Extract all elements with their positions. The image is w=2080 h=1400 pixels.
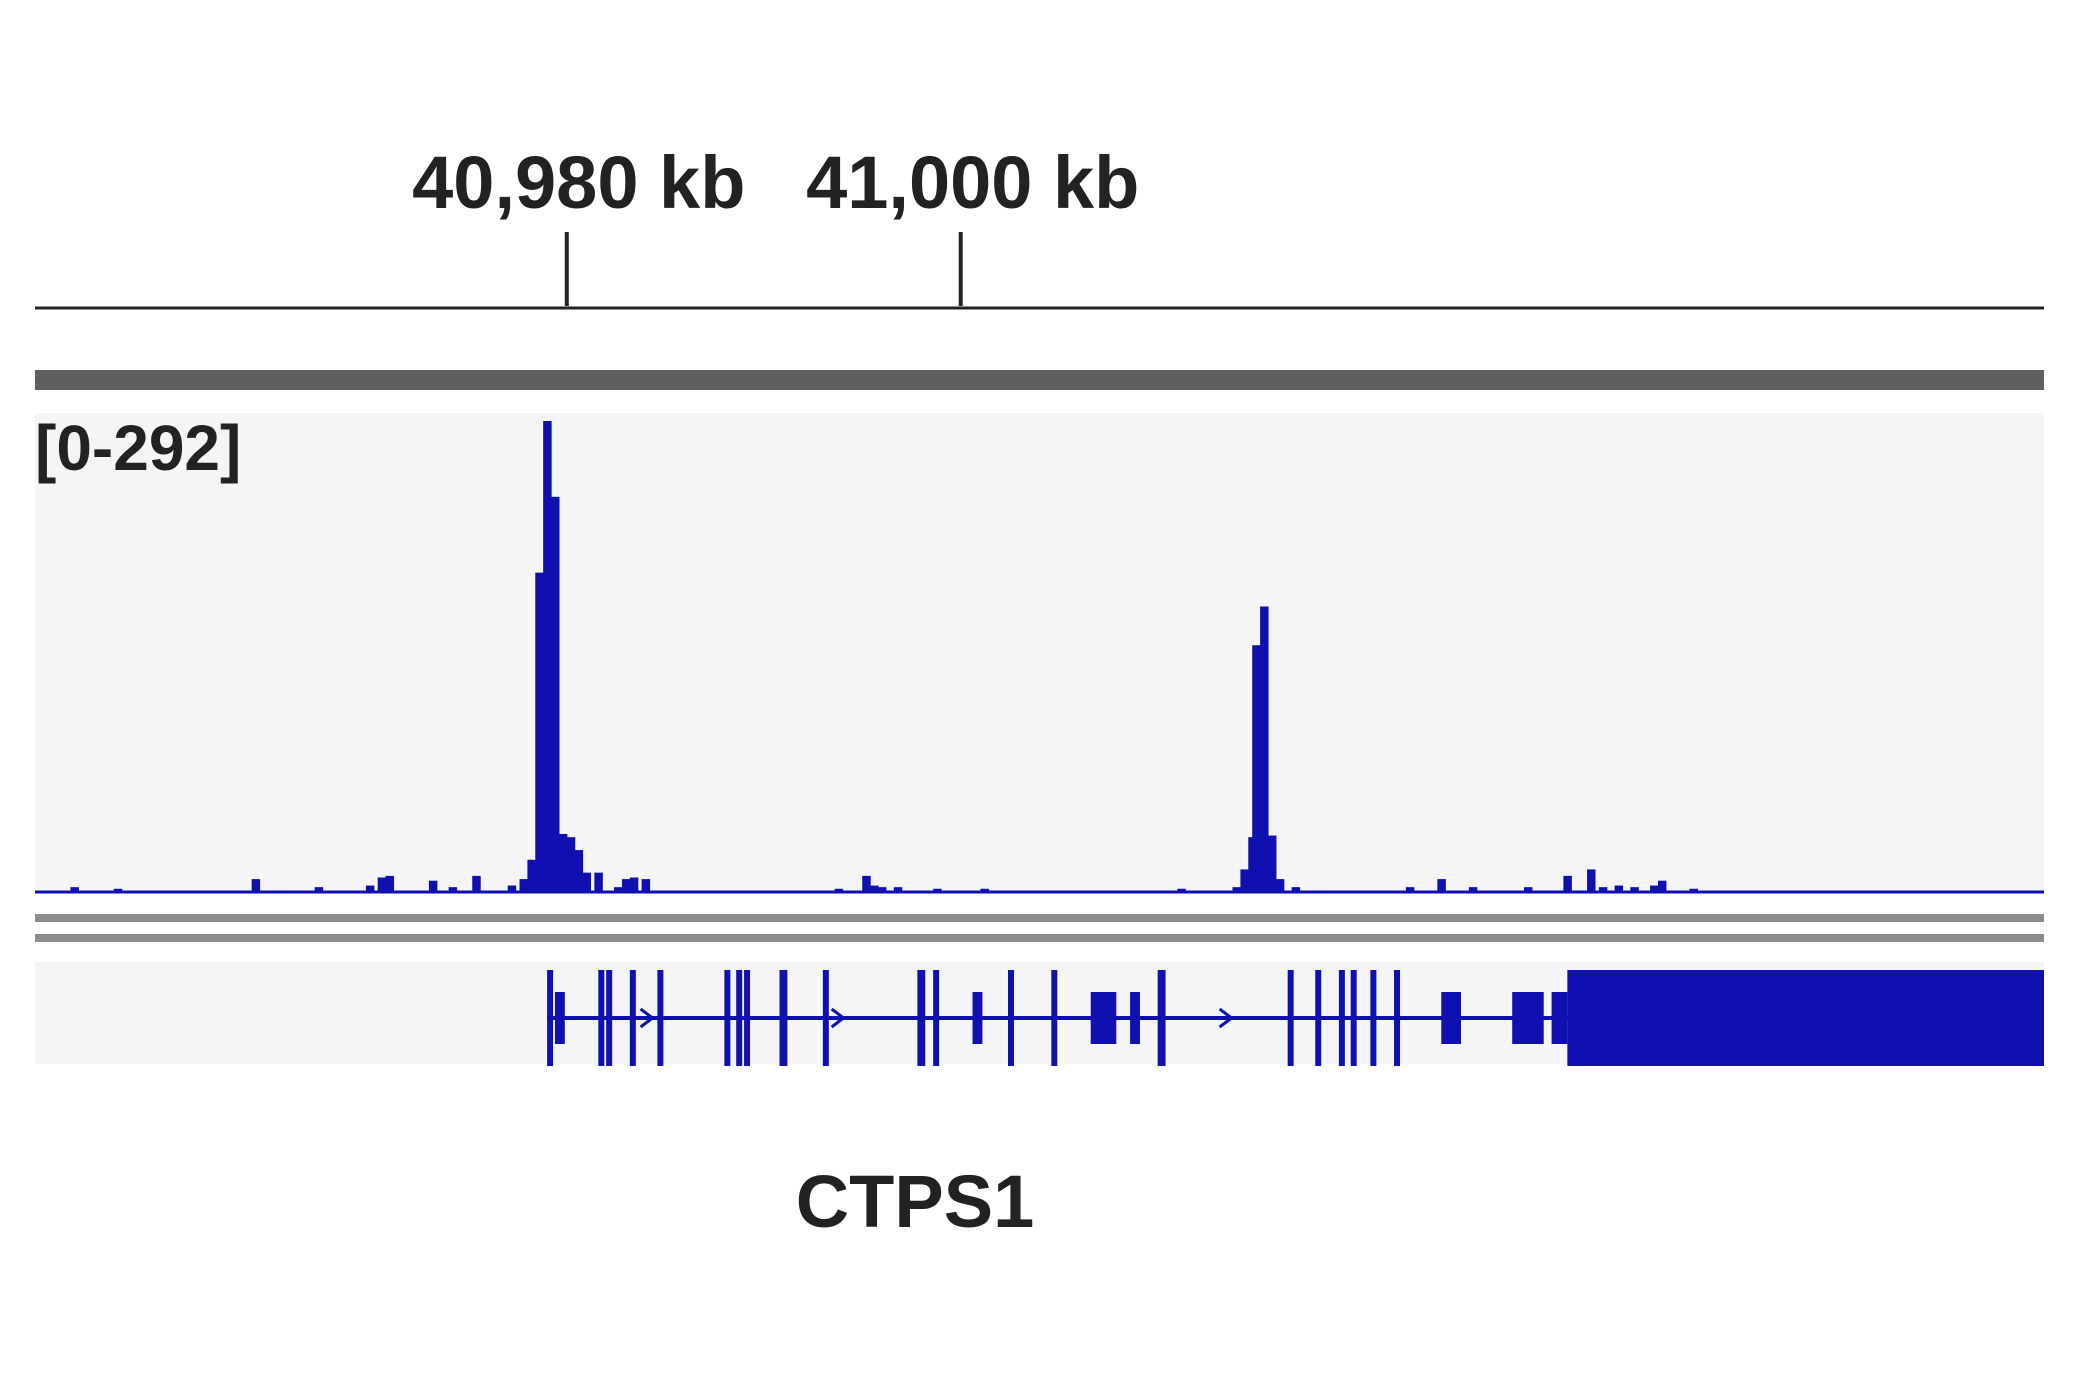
strand-arrow-0 xyxy=(639,1007,656,1029)
ruler-ticks: 40,980 kb 41,000 kb xyxy=(412,141,1139,306)
signal-bar-44 xyxy=(1468,887,1478,892)
signal-bar-13 xyxy=(527,859,536,892)
gene-name-label: CTPS1 xyxy=(796,1160,1035,1243)
gene-exon-1 xyxy=(554,992,565,1044)
signal-bar-19 xyxy=(574,850,584,892)
signal-bar-41 xyxy=(1291,887,1301,892)
gene-exon-8 xyxy=(744,970,751,1066)
gene-exon-2 xyxy=(598,970,605,1066)
signal-bar-15 xyxy=(543,421,552,892)
signal-bar-48 xyxy=(1598,887,1608,892)
signal-bar-10 xyxy=(472,875,481,892)
gene-exon-15 xyxy=(1051,970,1058,1066)
signal-bar-31 xyxy=(933,888,942,892)
signal-bar-38 xyxy=(1260,606,1269,892)
signal-bar-33 xyxy=(1177,888,1186,892)
signal-bar-39 xyxy=(1267,835,1277,892)
gene-exon-20 xyxy=(1315,970,1322,1066)
gene-exon-27 xyxy=(1551,992,1568,1044)
signal-bar-22 xyxy=(614,887,623,892)
gene-exon-17 xyxy=(1130,992,1140,1044)
gene-exon-25 xyxy=(1441,992,1461,1044)
signal-bar-35 xyxy=(1240,869,1249,892)
signal-bar-17 xyxy=(558,833,568,892)
signal-bar-14 xyxy=(535,572,544,892)
signal-bar-12 xyxy=(519,879,529,892)
gene-exon-3 xyxy=(606,970,613,1066)
signal-bar-6 xyxy=(377,877,387,892)
signal-bar-11 xyxy=(507,885,517,892)
gene-exon-26 xyxy=(1512,992,1544,1044)
gene-exon-0 xyxy=(547,970,554,1066)
signal-bar-21 xyxy=(594,872,603,892)
signal-track[interactable]: [0-292] xyxy=(35,412,2044,894)
signal-bar-25 xyxy=(641,879,651,892)
gene-exon-18 xyxy=(1157,970,1166,1066)
signal-bar-51 xyxy=(1650,885,1659,892)
gene-exon-16 xyxy=(1090,992,1117,1044)
signal-bar-27 xyxy=(862,875,871,892)
ruler: 40,980 kb 41,000 kb xyxy=(35,141,2044,310)
signal-bar-34 xyxy=(1232,887,1241,892)
signal-bar-23 xyxy=(621,879,631,892)
signal-bar-43 xyxy=(1437,879,1446,892)
gene-exon-5 xyxy=(657,970,664,1066)
signal-bar-49 xyxy=(1614,885,1624,892)
gene-exon-19 xyxy=(1287,970,1294,1066)
signal-bar-18 xyxy=(566,837,576,892)
signal-bar-1 xyxy=(70,887,79,892)
track-separator-bottom xyxy=(35,934,2044,942)
gene-exon-4 xyxy=(629,970,636,1066)
signal-bar-26 xyxy=(834,888,844,892)
signal-bar-37 xyxy=(1252,645,1261,892)
ruler-tick-label-1: 41,000 kb xyxy=(806,141,1139,224)
gene-exon-10 xyxy=(822,970,829,1066)
signal-bar-32 xyxy=(980,888,989,892)
gene-exon-13 xyxy=(972,992,983,1044)
signal-bar-4 xyxy=(314,887,324,892)
signal-bar-9 xyxy=(448,887,458,892)
strand-arrow-2 xyxy=(1218,1007,1235,1029)
data-range-label: [0-292] xyxy=(35,412,241,484)
gene-exon-12 xyxy=(933,970,940,1066)
signal-bar-3 xyxy=(251,879,261,892)
signal-bar-20 xyxy=(582,872,592,892)
signal-bar-42 xyxy=(1405,887,1415,892)
gene-exon-21 xyxy=(1338,970,1345,1066)
gene-exon-23 xyxy=(1370,970,1377,1066)
gene-exon-9 xyxy=(779,970,788,1066)
gene-exon-tail xyxy=(1567,970,2044,1066)
gene-exon-11 xyxy=(917,970,926,1066)
signal-bar-16 xyxy=(551,496,560,892)
signal-bar-24 xyxy=(629,877,639,892)
strand-arrow-1 xyxy=(830,1007,847,1029)
track-separator-top xyxy=(35,914,2044,922)
track-header-bar xyxy=(35,370,2044,390)
signal-bar-45 xyxy=(1524,887,1533,892)
signal-bars xyxy=(70,421,1698,892)
signal-bar-50 xyxy=(1630,887,1639,892)
gene-exon-22 xyxy=(1350,970,1357,1066)
gene-exon-7 xyxy=(736,970,743,1066)
signal-bar-46 xyxy=(1563,875,1572,892)
gene-track[interactable]: CTPS1 xyxy=(35,962,2044,1243)
signal-bar-2 xyxy=(113,888,123,892)
gene-exon-6 xyxy=(724,970,731,1066)
ruler-tick-label-0: 40,980 kb xyxy=(412,141,745,224)
signal-bar-5 xyxy=(365,885,375,892)
signal-bar-53 xyxy=(1689,888,1698,892)
signal-bar-40 xyxy=(1275,879,1285,892)
signal-bar-52 xyxy=(1657,880,1667,892)
signal-bar-28 xyxy=(870,885,879,892)
signal-bar-7 xyxy=(385,875,395,892)
signal-bar-47 xyxy=(1587,869,1596,892)
signal-bar-29 xyxy=(877,887,887,892)
signal-bar-30 xyxy=(893,887,903,892)
signal-track-background xyxy=(35,413,2044,893)
gene-exon-24 xyxy=(1394,970,1401,1066)
gene-model-ctps1[interactable] xyxy=(547,970,2044,1066)
signal-bar-8 xyxy=(428,880,438,892)
gene-exon-14 xyxy=(1007,970,1014,1066)
